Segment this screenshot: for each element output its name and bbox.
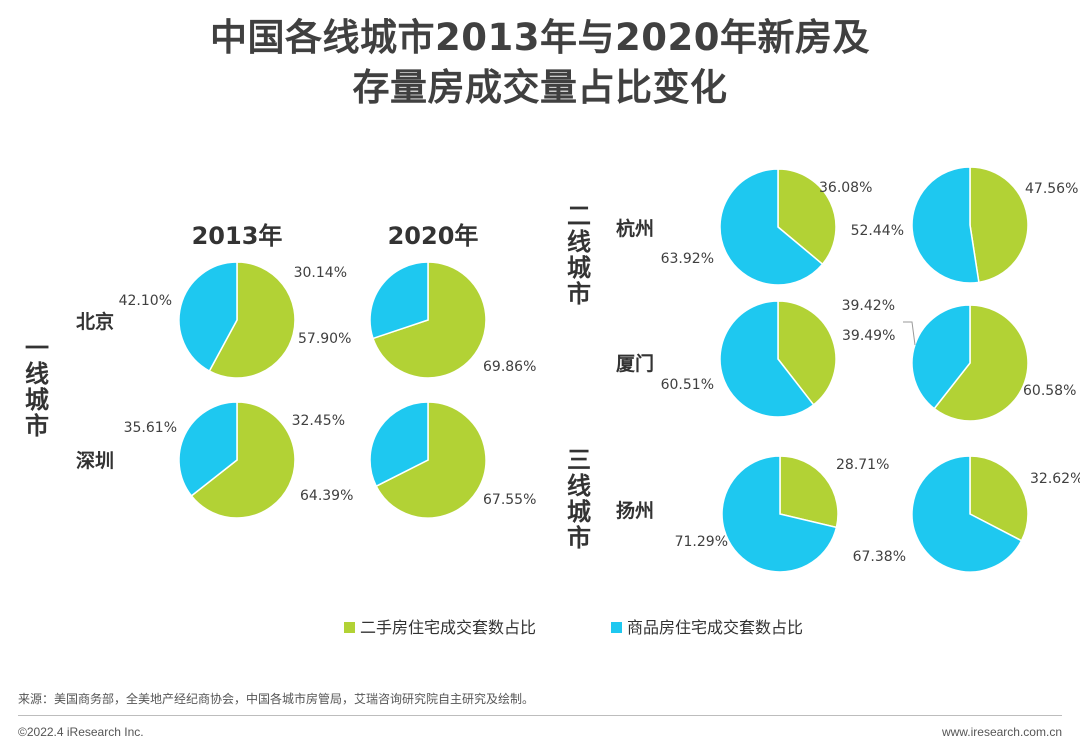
data-label-new: 71.29%: [675, 534, 728, 550]
data-label-new: 63.92%: [661, 251, 714, 267]
slice-secondhand: [777, 300, 837, 406]
data-label-secondhand: 67.55%: [483, 492, 536, 508]
pie-杭州-2013年: [719, 168, 837, 286]
data-label-new: 39.42%: [842, 298, 895, 314]
city-label-北京: 北京: [76, 310, 114, 333]
pie-深圳-2020年: [369, 401, 487, 519]
data-label-secondhand: 69.86%: [483, 359, 536, 375]
copyright: ©2022.4 iResearch Inc.: [18, 725, 144, 739]
data-label-new: 35.61%: [124, 420, 177, 436]
legend-item-2: 商品房住宅成交套数占比: [611, 618, 803, 637]
pie-北京-2013年: [178, 261, 296, 379]
data-label-secondhand: 36.08%: [819, 180, 872, 196]
slice-new: [369, 401, 429, 488]
pie-扬州-2020年: [911, 455, 1029, 573]
data-label-new: 52.44%: [851, 223, 904, 239]
source-note: 来源：美国商务部，全美地产经纪商协会，中国各城市房管局，艾瑞咨询研究院自主研究及…: [18, 692, 535, 706]
data-label-secondhand: 32.62%: [1030, 471, 1080, 487]
chart-title-line2: 存量房成交量占比变化: [352, 66, 728, 109]
pie-深圳-2013年: [178, 401, 296, 519]
leader-line: [903, 321, 916, 346]
data-label-secondhand: 39.49%: [842, 328, 895, 344]
data-label-secondhand: 28.71%: [836, 457, 889, 473]
footer-divider: [18, 715, 1062, 716]
tier-label-text: 二线城市: [567, 202, 591, 308]
slice-secondhand: [375, 401, 487, 519]
pie-杭州-2020年: [911, 166, 1029, 284]
slice-secondhand: [208, 261, 296, 379]
slice-secondhand: [777, 168, 837, 266]
data-label-secondhand: 64.39%: [300, 488, 353, 504]
slice-secondhand: [933, 304, 1029, 422]
website: www.iresearch.com.cn: [941, 725, 1062, 739]
slice-new: [178, 261, 238, 373]
data-label-new: 67.38%: [853, 549, 906, 565]
city-label-杭州: 杭州: [616, 217, 654, 240]
city-label-厦门: 厦门: [616, 352, 654, 375]
pie-厦门-2013年: [719, 300, 837, 418]
tier-label-2: 二线城市: [567, 202, 591, 308]
tier-label-text: 一线城市: [25, 334, 49, 440]
data-label-new: 42.10%: [119, 293, 172, 309]
slice-new: [721, 455, 838, 573]
pie-扬州-2013年: [721, 455, 839, 573]
legend-swatch: [611, 622, 622, 633]
slice-new: [719, 300, 815, 418]
legend-label: 二手房住宅成交套数占比: [360, 618, 536, 637]
data-label-secondhand: 57.90%: [298, 331, 351, 347]
legend-label: 商品房住宅成交套数占比: [627, 618, 803, 637]
pie-厦门-2020年: [911, 304, 1029, 422]
pie-北京-2020年: [369, 261, 487, 379]
slice-new: [911, 166, 980, 284]
year-header-2020: 2020年: [388, 222, 479, 250]
city-label-扬州: 扬州: [616, 499, 654, 522]
year-header-2013: 2013年: [192, 222, 283, 250]
data-label-secondhand: 60.58%: [1023, 383, 1076, 399]
legend-swatch: [344, 622, 355, 633]
slice-new: [911, 455, 1023, 573]
data-label-new: 32.45%: [292, 413, 345, 429]
slice-secondhand: [969, 455, 1029, 542]
data-label-new: 30.14%: [294, 265, 347, 281]
tier-label-3: 三线城市: [567, 446, 591, 552]
legend-item-1: 二手房住宅成交套数占比: [344, 618, 536, 637]
slice-secondhand: [372, 261, 487, 379]
slice-secondhand: [969, 166, 1029, 284]
tier-label-text: 三线城市: [567, 446, 591, 552]
slice-new: [369, 261, 429, 340]
data-label-secondhand: 47.56%: [1025, 181, 1078, 197]
slice-secondhand: [779, 455, 839, 529]
data-label-new: 60.51%: [661, 377, 714, 393]
city-label-深圳: 深圳: [76, 449, 114, 472]
slice-secondhand: [190, 401, 296, 519]
chart-title-line1: 中国各线城市2013年与2020年新房及: [210, 16, 870, 59]
tier-label-1: 一线城市: [25, 334, 49, 440]
slice-new: [719, 168, 824, 286]
slice-new: [178, 401, 238, 497]
